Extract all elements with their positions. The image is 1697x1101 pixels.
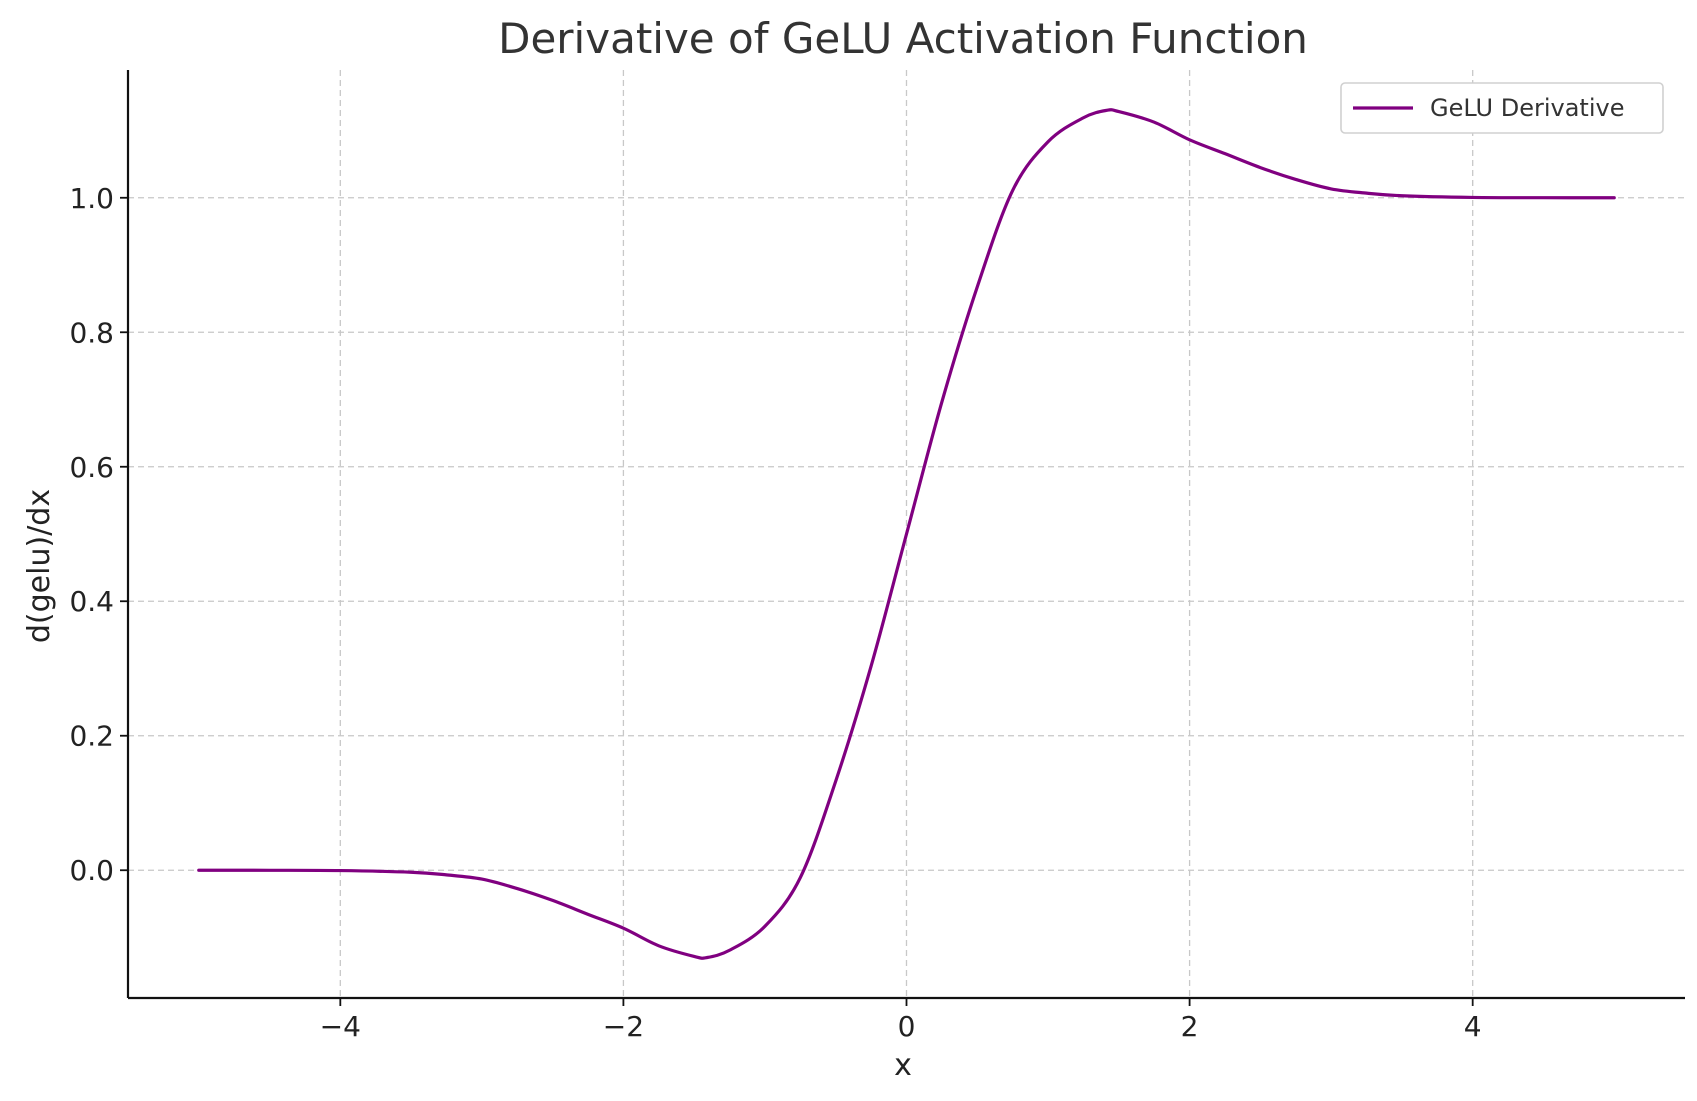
legend: GeLU Derivative	[1340, 82, 1664, 134]
y-tick-label-1: 0.2	[69, 720, 114, 753]
x-tick-label-3: 2	[1181, 1010, 1199, 1043]
x-tick-label-0: −4	[320, 1010, 361, 1043]
tick-layer: −4 −2 0 2 4 0.0 0.2 0.4 0.6 0.8 1.0	[69, 182, 1481, 1043]
legend-box	[1340, 82, 1664, 134]
series-layer	[197, 108, 1616, 960]
chart-title: Derivative of GeLU Activation Function	[498, 14, 1308, 63]
y-axis-label: d(gelu)/dx	[22, 489, 57, 643]
x-tick-label-4: 4	[1464, 1010, 1482, 1043]
y-tick-label-2: 0.4	[69, 585, 114, 618]
x-axis-label: x	[894, 1048, 912, 1083]
y-tick-label-3: 0.6	[69, 451, 114, 484]
y-tick-label-5: 1.0	[69, 182, 114, 215]
legend-label: GeLU Derivative	[1430, 94, 1624, 122]
y-tick-label-4: 0.8	[69, 316, 114, 349]
y-tick-label-0: 0.0	[69, 854, 114, 887]
x-tick-label-2: 0	[898, 1010, 916, 1043]
x-tick-label-1: −2	[603, 1010, 644, 1043]
series-line-0	[197, 108, 1616, 960]
